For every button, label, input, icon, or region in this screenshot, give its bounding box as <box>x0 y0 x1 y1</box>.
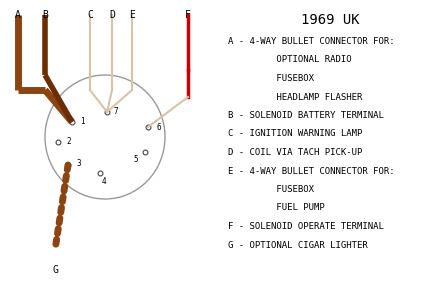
Text: E - 4-WAY BULLET CONNECTOR FOR:: E - 4-WAY BULLET CONNECTOR FOR: <box>228 166 395 176</box>
Text: OPTIONAL RADIO: OPTIONAL RADIO <box>228 56 352 64</box>
Text: 6: 6 <box>156 123 161 131</box>
Text: B: B <box>42 10 48 20</box>
Text: FUSEBOX: FUSEBOX <box>228 74 314 83</box>
Text: G: G <box>52 265 58 275</box>
Text: F - SOLENOID OPERATE TERMINAL: F - SOLENOID OPERATE TERMINAL <box>228 222 384 231</box>
Text: A - 4-WAY BULLET CONNECTOR FOR:: A - 4-WAY BULLET CONNECTOR FOR: <box>228 37 395 46</box>
Text: B - SOLENOID BATTERY TERMINAL: B - SOLENOID BATTERY TERMINAL <box>228 111 384 120</box>
Text: D - COIL VIA TACH PICK-UP: D - COIL VIA TACH PICK-UP <box>228 148 362 157</box>
Text: F: F <box>185 10 191 20</box>
Text: HEADLAMP FLASHER: HEADLAMP FLASHER <box>228 93 362 101</box>
Text: E: E <box>129 10 135 20</box>
Text: 3: 3 <box>76 158 81 168</box>
Text: 4: 4 <box>102 176 107 186</box>
Text: 5: 5 <box>133 154 138 164</box>
Text: G - OPTIONAL CIGAR LIGHTER: G - OPTIONAL CIGAR LIGHTER <box>228 241 368 249</box>
Text: C: C <box>87 10 93 20</box>
Text: FUEL PUMP: FUEL PUMP <box>228 203 325 213</box>
Text: D: D <box>109 10 115 20</box>
Text: 1969 UK: 1969 UK <box>301 13 359 27</box>
Text: C - IGNITION WARNING LAMP: C - IGNITION WARNING LAMP <box>228 129 362 139</box>
Text: FUSEBOX: FUSEBOX <box>228 185 314 194</box>
Text: 1: 1 <box>80 117 85 127</box>
Text: 2: 2 <box>66 137 71 146</box>
Text: A: A <box>15 10 21 20</box>
Text: 7: 7 <box>113 107 118 117</box>
